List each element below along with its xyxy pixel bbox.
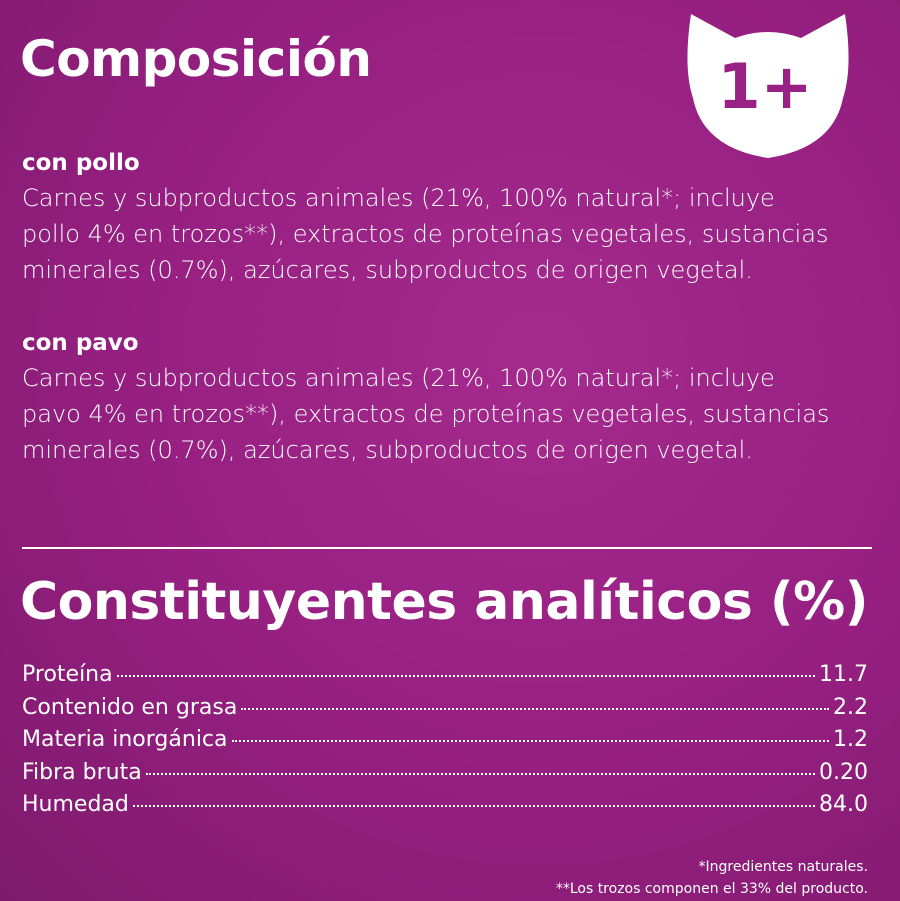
section-heading: con pollo [22,150,140,176]
row-value: 11.7 [819,662,868,687]
row-label: Humedad [22,792,129,817]
dot-leader [116,675,816,677]
analytics-row: Materia inorgánica 1.2 [22,727,868,760]
age-badge: 1+ [687,14,849,158]
dot-leader [241,707,829,710]
analytics-row: Fibra bruta 0.20 [22,760,868,793]
ingredient-line: pollo 4% en trozos**), extractos de prot… [22,220,829,248]
analytics-row: Contenido en grasa 2.2 [22,695,868,728]
row-value: 2.2 [833,694,868,720]
section-heading: con pavo [22,330,139,356]
ingredient-line: minerales (0.7%), azúcares, subproductos… [22,256,753,284]
row-value: 84.0 [819,792,868,817]
ingredient-line: pavo 4% en trozos**), extractos de prote… [22,400,830,428]
analytics-table: Proteína 11.7 Contenido en grasa 2.2 Materia… [22,662,868,825]
row-value: 1.2 [833,727,868,752]
cat-head [687,14,849,158]
section: con pollo Carnes y subproductos animales … [22,146,829,288]
dot-leader [231,740,829,742]
dot-leader [132,805,816,807]
footnote: **Los trozos componen el 33% del product… [555,881,868,897]
row-label: Fibra bruta [22,759,142,785]
row-label: Proteína [22,662,113,687]
row-value: 0.20 [819,759,868,785]
section: con pavo Carnes y subproductos animales (… [22,326,829,468]
row-label: Contenido en grasa [22,694,238,720]
analytics-row: Humedad 84.0 [22,792,868,825]
ingredient-line: Carnes y subproductos animales (21%, 100… [22,364,775,392]
footnote: *Ingredientes naturales. [698,859,868,875]
title: Composición [20,30,372,88]
row-label: Materia inorgánica [22,727,228,752]
ingredient-line: Carnes y subproductos animales (21%, 100… [22,184,775,212]
badge-text: 1+ [717,50,812,123]
analytics-title: Constituyentes analíticos (%) [20,572,869,632]
footnotes: *Ingredientes naturales. **Los trozos com… [556,856,868,900]
dot-leader [145,772,816,775]
divider [22,547,872,549]
ingredient-line: minerales (0.7%), azúcares, subproductos… [22,436,753,464]
analytics-row: Proteína 11.7 [22,662,868,695]
